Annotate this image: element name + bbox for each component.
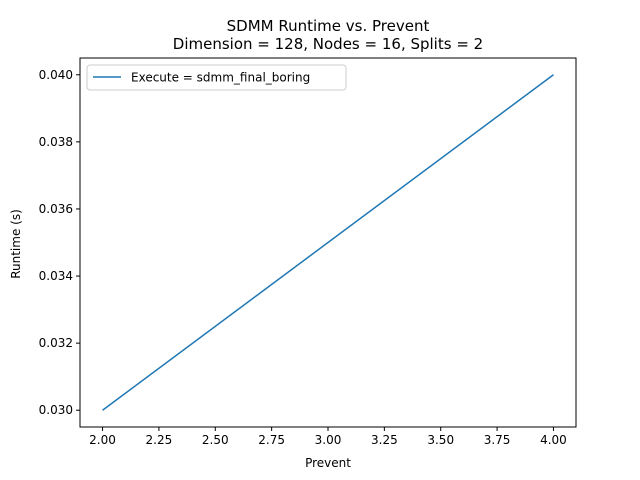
y-tick-label: 0.034 bbox=[39, 269, 73, 283]
series-line-0 bbox=[102, 74, 554, 411]
x-tick-label: 3.75 bbox=[484, 433, 511, 447]
legend-label: Execute = sdmm_final_boring bbox=[131, 71, 310, 85]
y-axis-label: Runtime (s) bbox=[9, 209, 23, 279]
x-axis-ticks: 2.00 2.25 2.50 2.75 3.00 3.25 3.50 3.75 4.00 bbox=[89, 427, 567, 447]
y-tick-label: 0.040 bbox=[39, 68, 73, 82]
legend-box bbox=[86, 64, 347, 91]
y-tick-label: 0.032 bbox=[39, 336, 73, 350]
y-tick-label: 0.038 bbox=[39, 135, 73, 149]
x-axis-label: Prevent bbox=[305, 456, 351, 470]
series-layer bbox=[102, 74, 554, 411]
chart-title: SDMM Runtime vs. Prevent bbox=[227, 17, 430, 35]
x-tick-label: 2.25 bbox=[146, 433, 173, 447]
x-tick-label: 3.00 bbox=[315, 433, 342, 447]
legend: Execute = sdmm_final_boring bbox=[86, 64, 347, 91]
x-tick-label: 4.00 bbox=[540, 433, 567, 447]
x-tick-label: 2.75 bbox=[258, 433, 285, 447]
x-tick-label: 2.50 bbox=[202, 433, 229, 447]
y-tick-label: 0.036 bbox=[39, 202, 73, 216]
x-tick-label: 3.25 bbox=[371, 433, 398, 447]
plot-area-frame bbox=[79, 57, 577, 428]
y-tick-label: 0.030 bbox=[39, 403, 73, 417]
y-axis-ticks: 0.030 0.032 0.034 0.036 0.038 0.040 bbox=[39, 68, 80, 417]
x-tick-label: 3.50 bbox=[427, 433, 454, 447]
x-tick-label: 2.00 bbox=[89, 433, 116, 447]
chart-subtitle: Dimension = 128, Nodes = 16, Splits = 2 bbox=[173, 35, 483, 53]
